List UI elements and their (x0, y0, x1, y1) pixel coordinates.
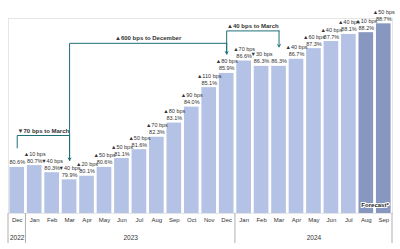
svg-text:2024: 2024 (307, 234, 322, 241)
svg-text:▲110 bps: ▲110 bps (197, 73, 222, 79)
svg-text:▼40 bps: ▼40 bps (58, 164, 81, 171)
svg-text:Oct: Oct (187, 217, 197, 223)
svg-text:Aug: Aug (152, 217, 163, 223)
svg-text:Dec: Dec (221, 217, 232, 223)
svg-text:Feb: Feb (256, 217, 267, 223)
svg-text:Sep: Sep (169, 217, 180, 223)
svg-text:Sep: Sep (378, 217, 389, 223)
svg-text:Jan: Jan (30, 217, 40, 223)
svg-text:▲70 bps: ▲70 bps (146, 122, 168, 128)
svg-text:Nov: Nov (204, 217, 215, 223)
svg-text:Aug: Aug (361, 217, 372, 223)
svg-text:2022: 2022 (10, 234, 25, 241)
svg-text:▲40 bps to March: ▲40 bps to March (227, 23, 279, 29)
svg-text:▼30 bps: ▼30 bps (251, 51, 273, 57)
svg-text:86.3%: 86.3% (254, 58, 270, 64)
svg-text:87.7%: 87.7% (324, 34, 340, 40)
svg-text:▲60 bps: ▲60 bps (303, 34, 325, 40)
svg-text:▼40 bps: ▼40 bps (41, 158, 63, 164)
svg-text:Jul: Jul (345, 217, 353, 223)
svg-text:86.6%: 86.6% (236, 53, 252, 59)
svg-text:Forecast*: Forecast* (361, 202, 389, 208)
svg-text:▲50 bps: ▲50 bps (373, 9, 395, 15)
svg-text:80.1%: 80.1% (79, 168, 95, 174)
svg-text:Feb: Feb (47, 217, 58, 223)
svg-text:88.7%: 88.7% (376, 16, 392, 22)
svg-text:Dec: Dec (12, 217, 23, 223)
svg-text:Apr: Apr (82, 217, 91, 223)
svg-text:▲80 bps: ▲80 bps (163, 108, 185, 114)
svg-text:Mar: Mar (64, 217, 74, 223)
svg-text:83.1%: 83.1% (167, 115, 183, 121)
svg-text:86.7%: 86.7% (289, 51, 305, 57)
svg-text:▲10 bps: ▲10 bps (24, 151, 46, 157)
svg-text:88.2%: 88.2% (359, 25, 375, 31)
svg-text:Jan: Jan (239, 217, 249, 223)
svg-text:▲40 bps: ▲40 bps (337, 19, 360, 26)
svg-text:84.0%: 84.0% (184, 99, 200, 105)
svg-text:▲20 bps: ▲20 bps (76, 161, 98, 167)
svg-text:85.9%: 85.9% (219, 65, 235, 71)
svg-text:▲90 bps: ▲90 bps (181, 92, 203, 98)
svg-text:88.1%: 88.1% (341, 26, 357, 32)
svg-text:May: May (308, 217, 319, 223)
svg-text:▲50 bps: ▲50 bps (128, 135, 150, 141)
svg-text:86.3%: 86.3% (271, 58, 287, 64)
svg-text:82.3%: 82.3% (149, 129, 165, 135)
svg-text:80.6%: 80.6% (97, 159, 113, 165)
svg-text:▲10 bps: ▲10 bps (355, 18, 377, 24)
svg-text:▲50 bps: ▲50 bps (94, 152, 116, 158)
svg-text:▲40 bps: ▲40 bps (286, 44, 308, 50)
svg-text:▲40 bps: ▲40 bps (320, 27, 342, 33)
svg-text:▲50 bps: ▲50 bps (111, 144, 133, 150)
svg-text:80.6%: 80.6% (9, 159, 25, 165)
svg-text:▼70 bps to March: ▼70 bps to March (18, 128, 70, 134)
svg-text:79.9%: 79.9% (62, 172, 78, 178)
svg-text:Jun: Jun (327, 217, 337, 223)
svg-text:Jul: Jul (136, 217, 144, 223)
svg-text:▲80 bps: ▲80 bps (216, 58, 238, 64)
svg-text:80.7%: 80.7% (26, 157, 43, 164)
svg-text:81.1%: 81.1% (114, 151, 130, 157)
svg-text:Jun: Jun (117, 217, 127, 223)
svg-text:▲70 bps: ▲70 bps (233, 46, 256, 52)
svg-text:85.1%: 85.1% (201, 80, 217, 86)
svg-text:81.6%: 81.6% (132, 142, 148, 148)
svg-text:Apr: Apr (292, 217, 301, 223)
svg-text:2023: 2023 (123, 234, 138, 241)
svg-text:May: May (99, 217, 110, 223)
svg-text:▲600 bps to December: ▲600 bps to December (115, 35, 182, 41)
svg-text:Mar: Mar (274, 217, 284, 223)
svg-text:80.3%: 80.3% (44, 164, 60, 171)
svg-text:87.3%: 87.3% (306, 41, 322, 47)
